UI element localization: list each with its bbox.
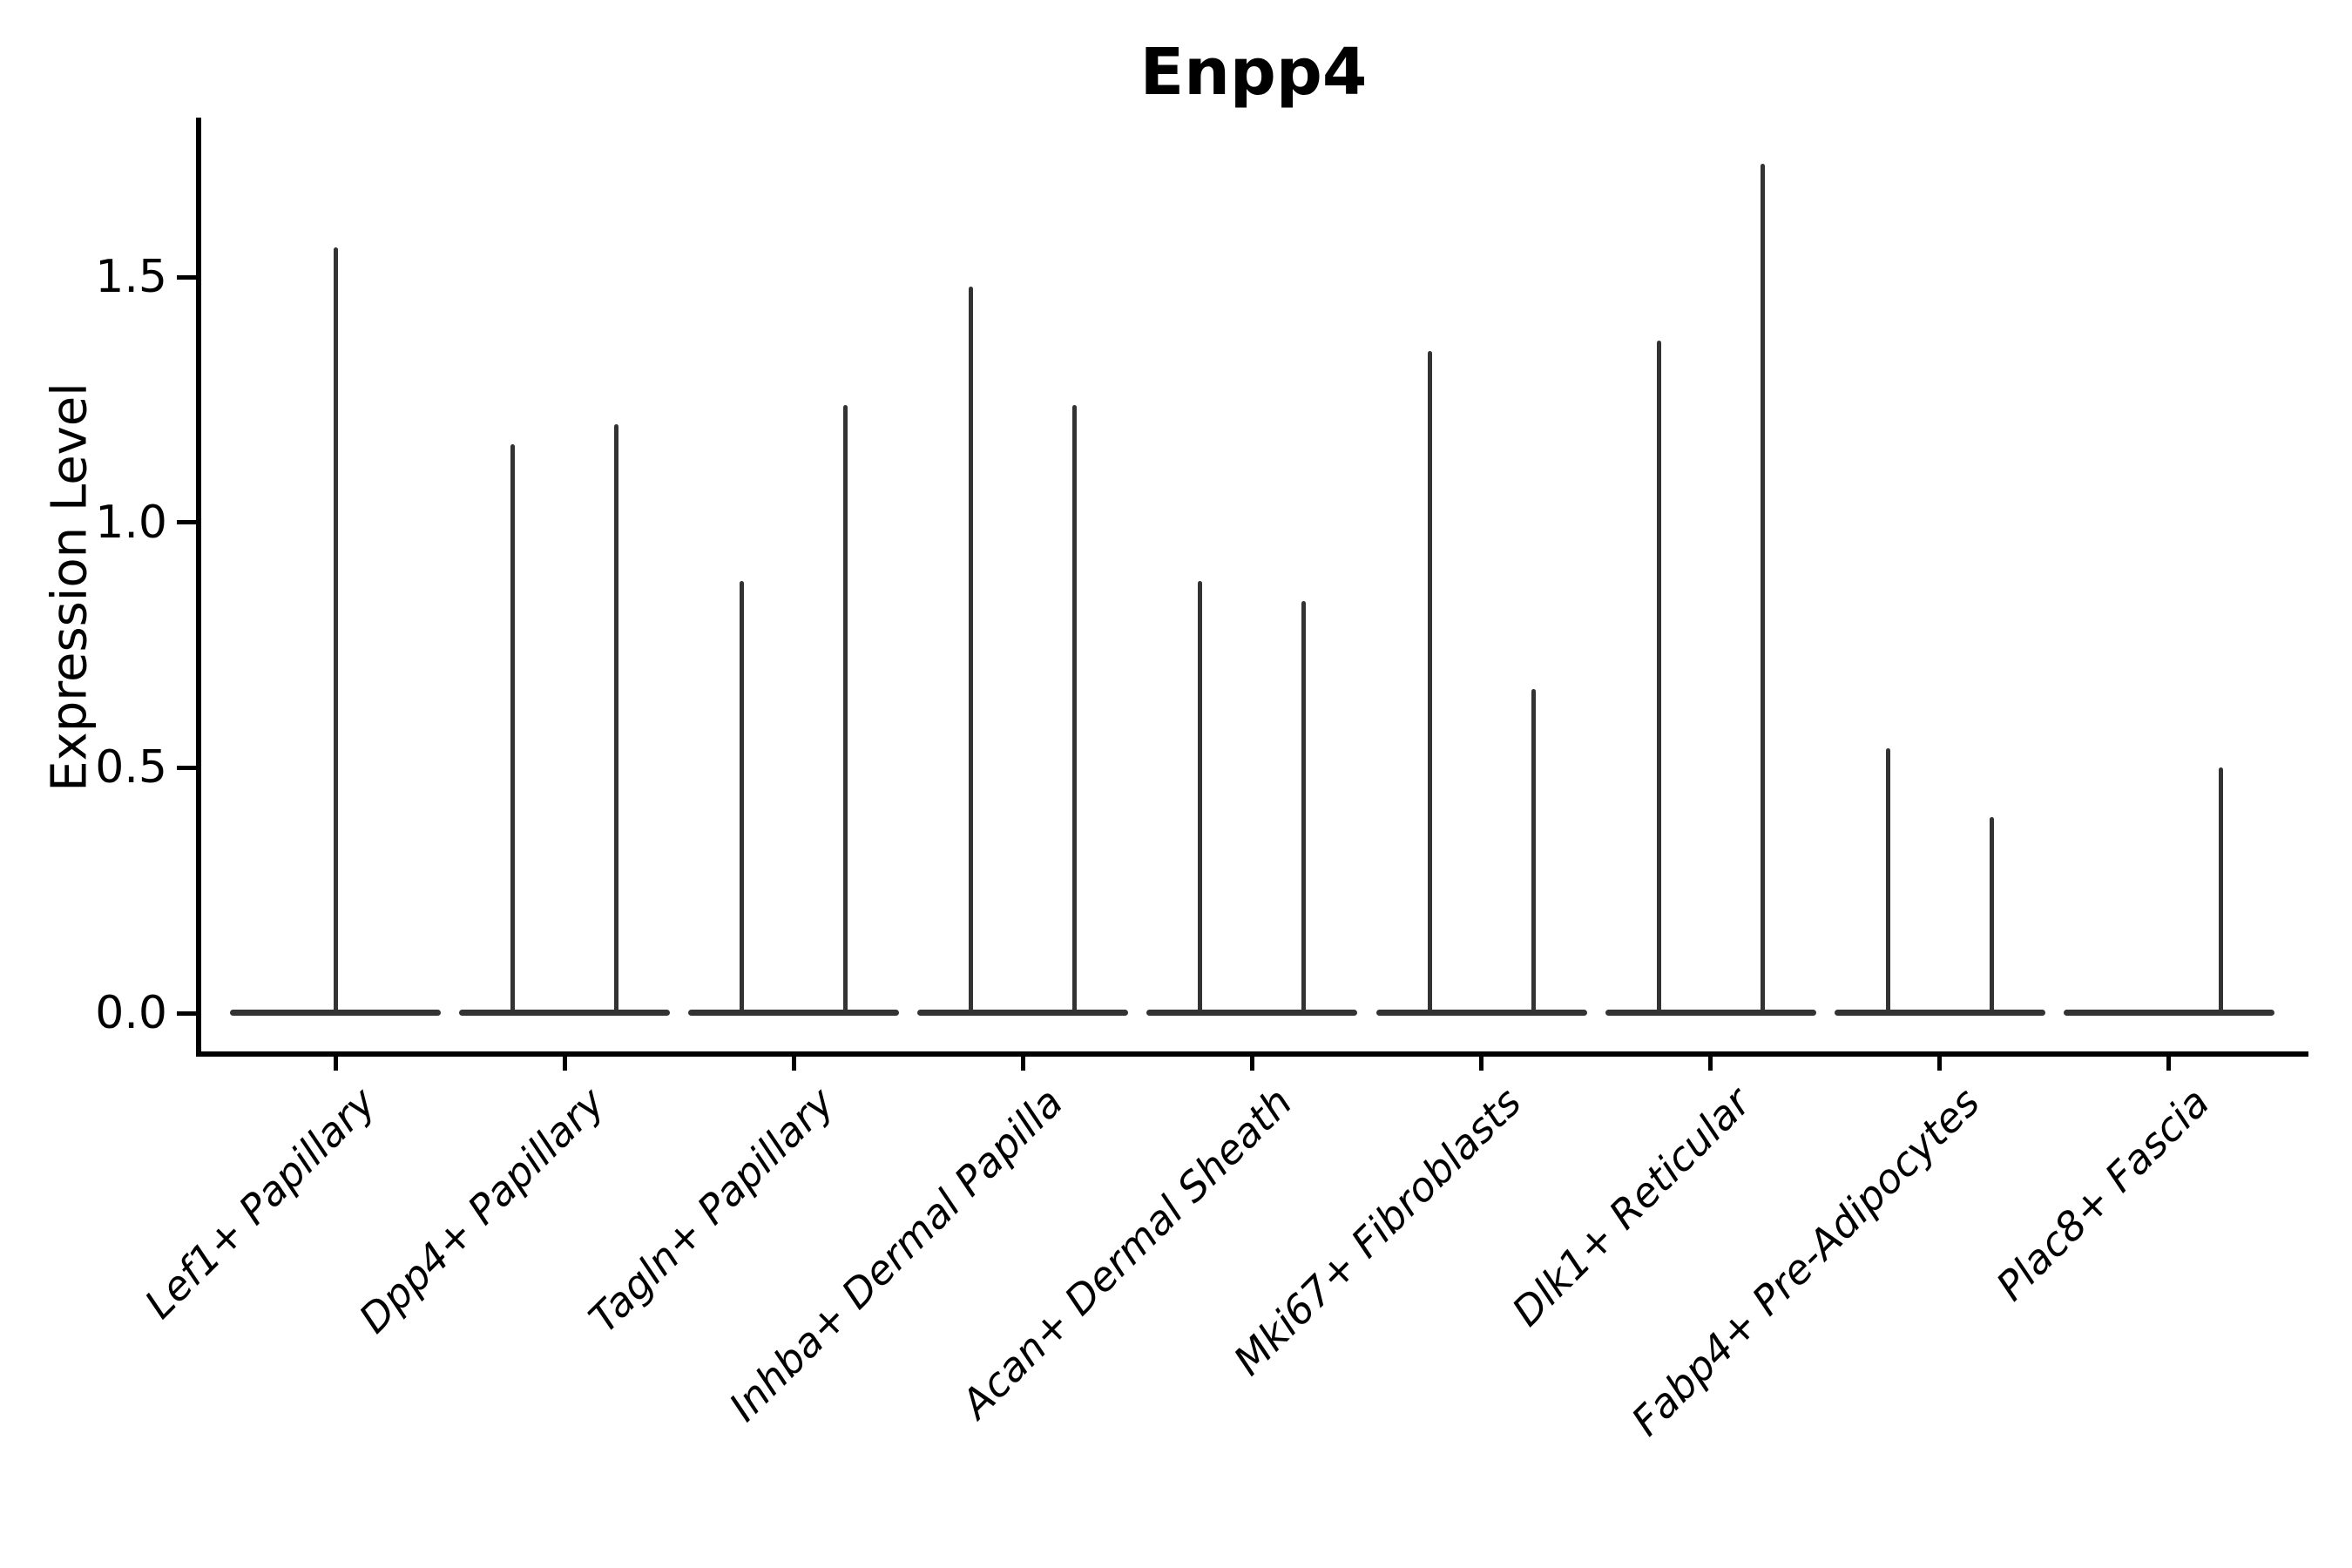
x-tick-mark (791, 1054, 796, 1071)
x-tick-mark (562, 1054, 567, 1071)
violin-base (917, 1010, 1129, 1016)
violin-spike (1427, 350, 1432, 1013)
violin-spike (843, 404, 848, 1013)
violin-base (1146, 1010, 1358, 1016)
y-tick-mark (177, 765, 197, 770)
violin-base (1834, 1010, 2045, 1016)
y-axis-label: Expression Level (41, 382, 98, 792)
violin-spike (1885, 747, 1890, 1013)
x-tick-mark (1479, 1054, 1484, 1071)
y-tick-label: 1.5 (95, 251, 167, 304)
violin-spike (1760, 164, 1765, 1013)
violin-base (688, 1010, 900, 1016)
violin-base (2063, 1010, 2274, 1016)
x-tick-mark (1249, 1054, 1254, 1071)
x-tick-mark (2166, 1054, 2172, 1071)
violin-spike (614, 424, 619, 1013)
x-tick-label: Lef1+ Papillary (135, 1078, 385, 1328)
y-tick-label: 0.0 (95, 987, 167, 1039)
x-tick-mark (1708, 1054, 1713, 1071)
violin-base (1605, 1010, 1816, 1016)
violin-spike (1531, 689, 1536, 1013)
violin-spike (510, 443, 516, 1013)
violin-spike (969, 287, 974, 1013)
x-tick-label: Plac8+ Fascia (1986, 1078, 2218, 1310)
violin-spike (1989, 816, 1994, 1013)
x-tick-mark (1937, 1054, 1943, 1071)
y-tick-label: 0.5 (95, 741, 167, 794)
y-axis-spine (196, 118, 201, 1057)
violin-spike (1656, 341, 1661, 1013)
x-tick-label: Tagln+ Papillary (579, 1078, 843, 1342)
violin-spike (2218, 767, 2223, 1013)
violin-spike (1072, 404, 1078, 1013)
violin-base (459, 1010, 671, 1016)
violin-spike (333, 247, 338, 1013)
y-tick-mark (177, 520, 197, 525)
violin-spike (740, 581, 745, 1013)
violin-spike (1198, 581, 1203, 1013)
x-tick-label: Dpp4+ Papillary (349, 1078, 614, 1342)
x-tick-mark (1020, 1054, 1025, 1071)
x-tick-label: Dlk1+ Reticular (1503, 1078, 1760, 1335)
y-tick-mark (177, 1010, 197, 1016)
y-tick-mark (177, 274, 197, 280)
chart-title: Enpp4 (1139, 35, 1368, 110)
x-tick-mark (333, 1054, 338, 1071)
violin-spike (1301, 600, 1307, 1013)
y-tick-label: 1.0 (95, 496, 167, 549)
violin-base (1375, 1010, 1587, 1016)
